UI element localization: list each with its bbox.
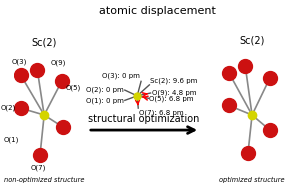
Text: O(5): O(5) [65, 84, 81, 91]
Text: O(7): O(7) [31, 164, 47, 171]
Text: Sc(2): Sc(2) [31, 38, 57, 48]
Text: O(5): 6.8 pm: O(5): 6.8 pm [149, 95, 194, 101]
Text: O(3): O(3) [11, 58, 27, 65]
Text: O(2): O(2) [1, 105, 16, 112]
Text: O(9): 4.8 pm: O(9): 4.8 pm [152, 90, 196, 96]
Text: structural optimization: structural optimization [88, 114, 200, 124]
Text: Sc(2): 9.6 pm: Sc(2): 9.6 pm [150, 77, 198, 84]
Text: optimized structure: optimized structure [219, 177, 285, 183]
Text: O(2): 0 pm: O(2): 0 pm [86, 87, 124, 93]
Text: non-optimized structure: non-optimized structure [4, 177, 84, 183]
Text: O(3): 0 pm: O(3): 0 pm [102, 73, 140, 79]
Text: atomic displacement: atomic displacement [99, 6, 216, 16]
Text: Sc(2): Sc(2) [239, 35, 265, 45]
Text: O(1): O(1) [4, 136, 19, 143]
Text: O(1): 0 pm: O(1): 0 pm [86, 97, 124, 104]
Text: O(9): O(9) [50, 60, 66, 66]
Text: O(7): 6.8 pm: O(7): 6.8 pm [139, 109, 184, 116]
